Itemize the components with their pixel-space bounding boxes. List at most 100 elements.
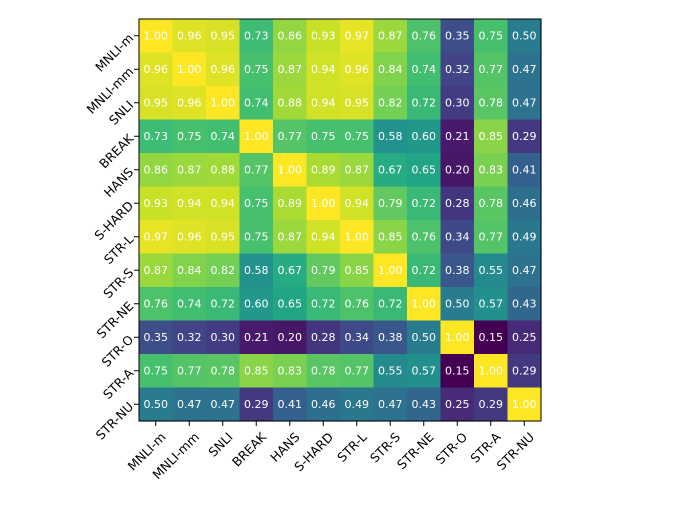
cell-value-label: 0.96	[144, 63, 169, 76]
heatmap-cell-STR-L-MNLI-m	[139, 220, 174, 255]
cell-value-label: 0.34	[345, 331, 370, 344]
cell-value-label: 0.72	[412, 96, 437, 109]
heatmap-cell-STR-S-STR-L	[340, 253, 375, 288]
heatmap-cell-STR-NU-STR-L	[340, 387, 375, 422]
cell-value-label: 0.50	[445, 297, 470, 310]
heatmap-cell-HANS-STR-NE	[407, 153, 442, 188]
heatmap-cell-STR-A-MNLI-m	[139, 354, 174, 389]
cell-value-label: 0.57	[412, 364, 437, 377]
cell-value-label: 0.49	[512, 230, 537, 243]
heatmap-cell-HANS-SNLI	[206, 153, 241, 188]
cell-value-label: 0.85	[378, 230, 403, 243]
cell-value-label: 0.72	[412, 197, 437, 210]
cell-value-label: 0.78	[479, 96, 504, 109]
cell-value-label: 0.93	[311, 29, 336, 42]
heatmap-cell-STR-O-BREAK	[239, 320, 274, 355]
heatmap-cell-MNLI-m-BREAK	[239, 19, 274, 54]
heatmap-cell-STR-NE-MNLI-mm	[172, 287, 207, 322]
heatmap-cell-SNLI-STR-L	[340, 86, 375, 121]
cell-value-label: 0.21	[445, 130, 470, 143]
heatmap-cell-BREAK-STR-O	[440, 119, 475, 154]
cell-value-label: 0.85	[479, 130, 504, 143]
heatmap-cell-BREAK-STR-NE	[407, 119, 442, 154]
heatmap-cell-STR-O-STR-NU	[507, 320, 542, 355]
heatmap-cell-STR-NU-HANS	[273, 387, 308, 422]
heatmap-cell-STR-S-STR-NE	[407, 253, 442, 288]
cell-value-label: 0.79	[378, 197, 403, 210]
cell-value-label: 0.49	[345, 398, 370, 411]
cell-value-label: 0.82	[378, 96, 403, 109]
cell-value-label: 0.86	[144, 163, 169, 176]
cell-value-label: 1.00	[445, 331, 470, 344]
heatmap-cell-STR-NU-STR-NE	[407, 387, 442, 422]
cell-value-label: 0.46	[512, 197, 537, 210]
heatmap-cell-STR-L-STR-A	[474, 220, 509, 255]
heatmap-cell-STR-NE-STR-NE	[407, 287, 442, 322]
cell-value-label: 0.28	[311, 331, 336, 344]
heatmap-cell-HANS-S-HARD	[306, 153, 341, 188]
heatmap-cell-STR-A-S-HARD	[306, 354, 341, 389]
heatmap-cell-SNLI-MNLI-mm	[172, 86, 207, 121]
heatmap-cell-BREAK-SNLI	[206, 119, 241, 154]
cell-value-label: 0.29	[244, 398, 269, 411]
cell-value-label: 0.89	[311, 163, 336, 176]
cell-value-label: 0.84	[378, 63, 403, 76]
cell-value-label: 0.73	[244, 29, 269, 42]
cell-value-label: 0.87	[278, 230, 303, 243]
cell-value-label: 0.76	[144, 297, 169, 310]
cell-value-label: 0.28	[445, 197, 470, 210]
heatmap-cell-STR-S-STR-NU	[507, 253, 542, 288]
cell-value-label: 0.76	[345, 297, 370, 310]
cell-value-label: 0.96	[177, 230, 202, 243]
heatmap-cell-STR-NU-MNLI-mm	[172, 387, 207, 422]
heatmap-cell-SNLI-S-HARD	[306, 86, 341, 121]
cell-value-label: 0.32	[177, 331, 202, 344]
heatmap-cell-STR-S-S-HARD	[306, 253, 341, 288]
x-tick-label-SNLI: SNLI	[205, 429, 235, 459]
heatmap-cell-STR-A-STR-O	[440, 354, 475, 389]
cell-value-label: 0.43	[512, 297, 537, 310]
heatmap-cell-HANS-STR-NU	[507, 153, 542, 188]
cell-value-label: 0.74	[244, 96, 269, 109]
heatmap-cell-STR-L-STR-S	[373, 220, 408, 255]
cell-value-label: 0.50	[144, 398, 169, 411]
heatmap-cell-BREAK-HANS	[273, 119, 308, 154]
cell-value-label: 0.34	[445, 230, 470, 243]
cell-value-label: 0.15	[479, 331, 504, 344]
x-tick-label-STR-NE: STR-NE	[394, 429, 437, 472]
heatmap-cell-MNLI-m-STR-A	[474, 19, 509, 54]
cell-value-label: 0.78	[311, 364, 336, 377]
heatmap-cell-MNLI-m-STR-S	[373, 19, 408, 54]
cell-value-label: 0.75	[244, 230, 269, 243]
cell-value-label: 0.41	[278, 398, 303, 411]
heatmap-cell-S-HARD-STR-NE	[407, 186, 442, 221]
cell-value-label: 0.85	[345, 264, 370, 277]
cell-value-label: 0.50	[412, 331, 437, 344]
cell-value-label: 0.75	[244, 197, 269, 210]
heatmap-cell-MNLI-mm-STR-O	[440, 52, 475, 87]
cell-value-label: 0.72	[378, 297, 403, 310]
heatmap-cell-STR-L-HANS	[273, 220, 308, 255]
heatmap-cell-STR-NE-STR-NU	[507, 287, 542, 322]
cell-value-label: 1.00	[345, 230, 370, 243]
cell-value-label: 0.20	[445, 163, 470, 176]
heatmap-cell-MNLI-mm-STR-NU	[507, 52, 542, 87]
cell-value-label: 0.29	[512, 364, 537, 377]
cell-value-label: 0.77	[278, 130, 303, 143]
cell-value-label: 0.87	[345, 163, 370, 176]
x-tick-label-STR-L: STR-L	[334, 429, 370, 465]
cell-value-label: 0.96	[345, 63, 370, 76]
cell-value-label: 0.75	[311, 130, 336, 143]
cell-value-label: 0.72	[311, 297, 336, 310]
heatmap-cell-STR-L-BREAK	[239, 220, 274, 255]
cell-value-label: 0.29	[479, 398, 504, 411]
cell-value-label: 0.74	[177, 297, 202, 310]
cell-value-label: 0.30	[445, 96, 470, 109]
heatmap-cell-STR-A-STR-S	[373, 354, 408, 389]
cell-value-label: 0.41	[512, 163, 537, 176]
cell-value-label: 0.94	[345, 197, 370, 210]
heatmap-cell-STR-L-STR-NU	[507, 220, 542, 255]
cell-value-label: 0.96	[177, 29, 202, 42]
cell-value-label: 0.75	[177, 130, 202, 143]
